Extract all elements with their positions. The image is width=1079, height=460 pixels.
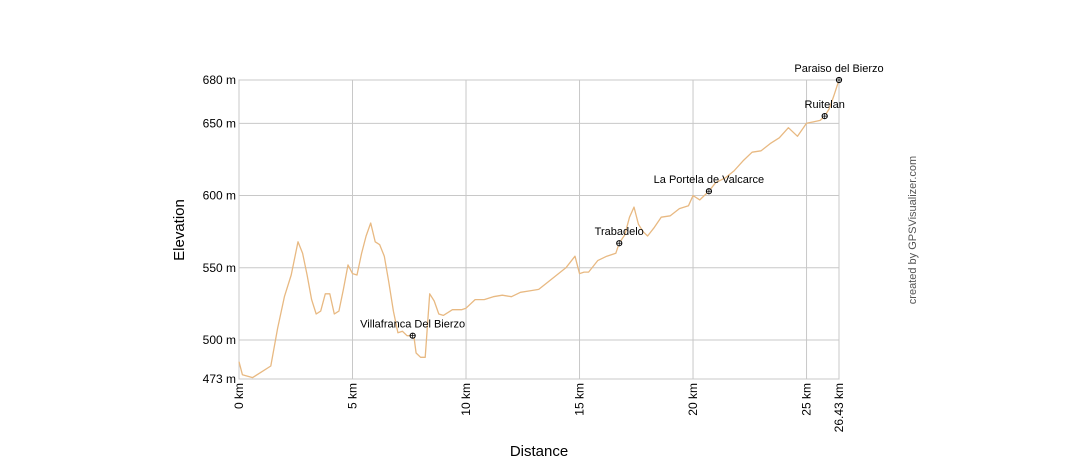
waypoint-label: Trabadelo: [595, 226, 644, 238]
plot-background: [238, 79, 840, 380]
x-tick-label: 10 km: [459, 383, 473, 416]
y-tick-label: 650 m: [203, 116, 236, 130]
x-axis-ticks: 0 km 5 km 10 km 15 km 20 km 25 km 26.43 km: [232, 383, 846, 432]
y-axis-ticks: 473 m 500 m 550 m 600 m 650 m 680 m: [203, 73, 236, 386]
y-tick-label: 473 m: [203, 372, 236, 386]
y-tick-label: 680 m: [203, 73, 236, 87]
x-tick-label: 26.43 km: [832, 383, 846, 432]
x-tick-label: 5 km: [346, 383, 360, 409]
y-axis-title: Elevation: [171, 199, 188, 261]
y-tick-label: 600 m: [203, 189, 236, 203]
grid-lines: [238, 79, 840, 380]
y-tick-label: 550 m: [203, 261, 236, 275]
y-tick-label: 500 m: [203, 333, 236, 347]
series-layer: [238, 79, 840, 379]
elevation-series-line: [238, 79, 840, 379]
x-axis-title: Distance: [510, 443, 568, 460]
waypoint-label: Ruitelan: [805, 99, 845, 111]
waypoint-label: Villafranca Del Bierzo: [360, 319, 465, 331]
x-tick-label: 0 km: [232, 383, 246, 409]
waypoints-layer: Villafranca Del Bierzo Trabadelo La Portel…: [360, 63, 884, 339]
x-tick-label: 20 km: [686, 383, 700, 416]
credit-text: created by GPSVisualizer.com: [907, 156, 919, 304]
x-tick-label: 25 km: [800, 383, 814, 416]
x-tick-label: 15 km: [573, 383, 587, 416]
waypoint-label: La Portela de Valcarce: [654, 174, 764, 186]
waypoint-label: Paraiso del Bierzo: [794, 63, 883, 75]
